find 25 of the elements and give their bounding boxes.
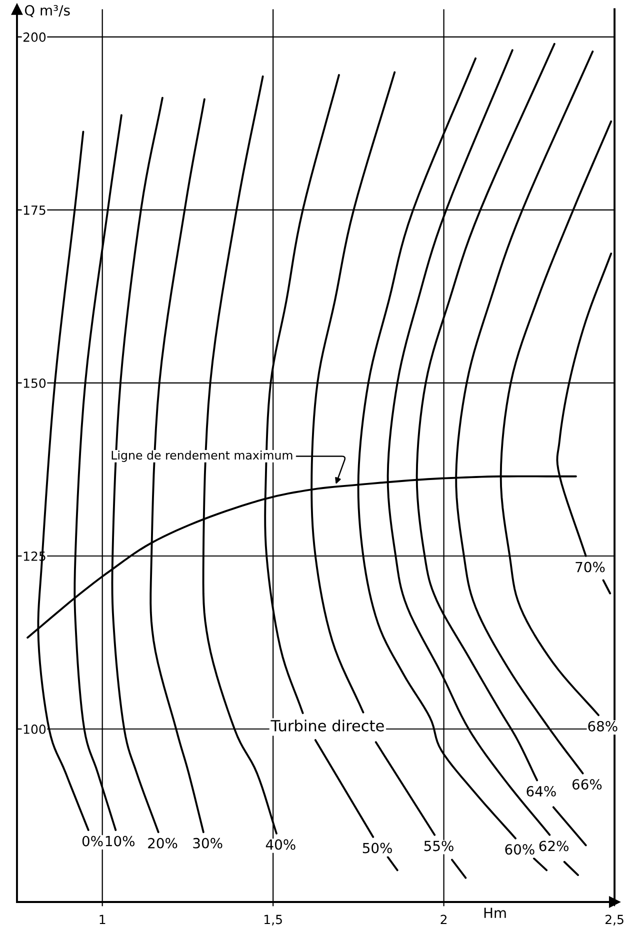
series-label: 0% bbox=[82, 836, 103, 846]
series-label: 70% bbox=[576, 562, 605, 572]
x-axis-title: Hm bbox=[484, 908, 506, 918]
y-tick-label: 100 bbox=[24, 724, 46, 734]
series-label: 68% bbox=[588, 720, 618, 732]
y-axis-title: Q m³/s bbox=[24, 5, 70, 18]
series-label: 30% bbox=[193, 838, 222, 848]
series-label: 60% bbox=[505, 844, 534, 855]
annotation: Turbine directe bbox=[270, 720, 384, 732]
y-tick-label: 150 bbox=[24, 378, 46, 388]
series-label: 20% bbox=[148, 838, 178, 848]
series-label: 55% bbox=[424, 840, 454, 852]
annotation: Ligne de rendement maximum bbox=[112, 450, 292, 462]
x-tick-label: 1 bbox=[100, 914, 106, 924]
x-tick-label: 1,5 bbox=[264, 914, 282, 926]
x-tick-label: 2,5 bbox=[606, 914, 624, 926]
x-tick-label: 2 bbox=[440, 914, 447, 924]
series-label: 10% bbox=[106, 836, 134, 846]
series-label: 66% bbox=[572, 779, 602, 790]
series-label: 64% bbox=[526, 786, 556, 797]
series-label: 40% bbox=[266, 839, 296, 850]
y-tick-label: 175 bbox=[24, 206, 46, 215]
series-label: 62% bbox=[539, 840, 568, 852]
series-label: 50% bbox=[362, 842, 392, 854]
y-tick-label: 200 bbox=[23, 32, 46, 42]
